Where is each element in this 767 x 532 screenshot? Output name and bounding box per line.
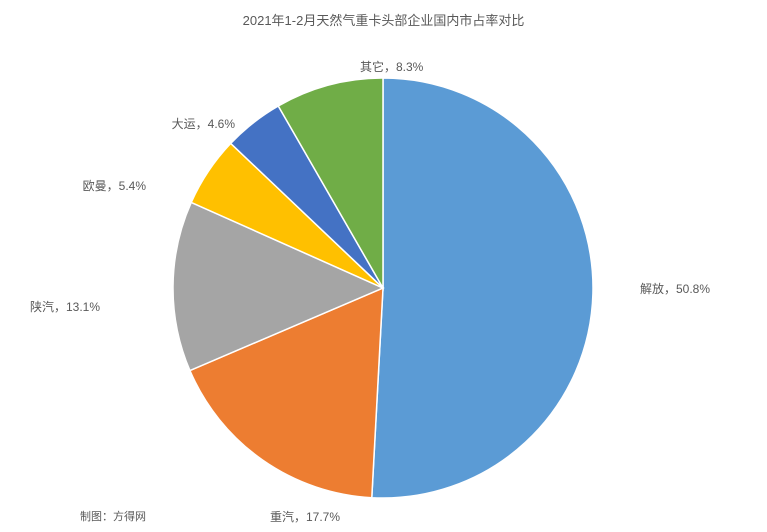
slice-label: 欧曼，5.4%	[83, 177, 146, 194]
slice-label: 其它，8.3%	[360, 58, 423, 75]
chart-credit: 制图：方得网	[80, 508, 146, 524]
slice-label: 陕汽，13.1%	[30, 298, 100, 315]
pie-slice	[372, 78, 593, 498]
slice-label: 解放，50.8%	[640, 280, 710, 297]
pie-chart-container: 2021年1-2月天然气重卡头部企业国内市占率对比 解放，50.8%重汽，17.…	[0, 0, 767, 532]
slice-label: 重汽，17.7%	[270, 508, 340, 525]
pie-svg	[0, 0, 767, 532]
slice-label: 大运，4.6%	[172, 115, 235, 132]
